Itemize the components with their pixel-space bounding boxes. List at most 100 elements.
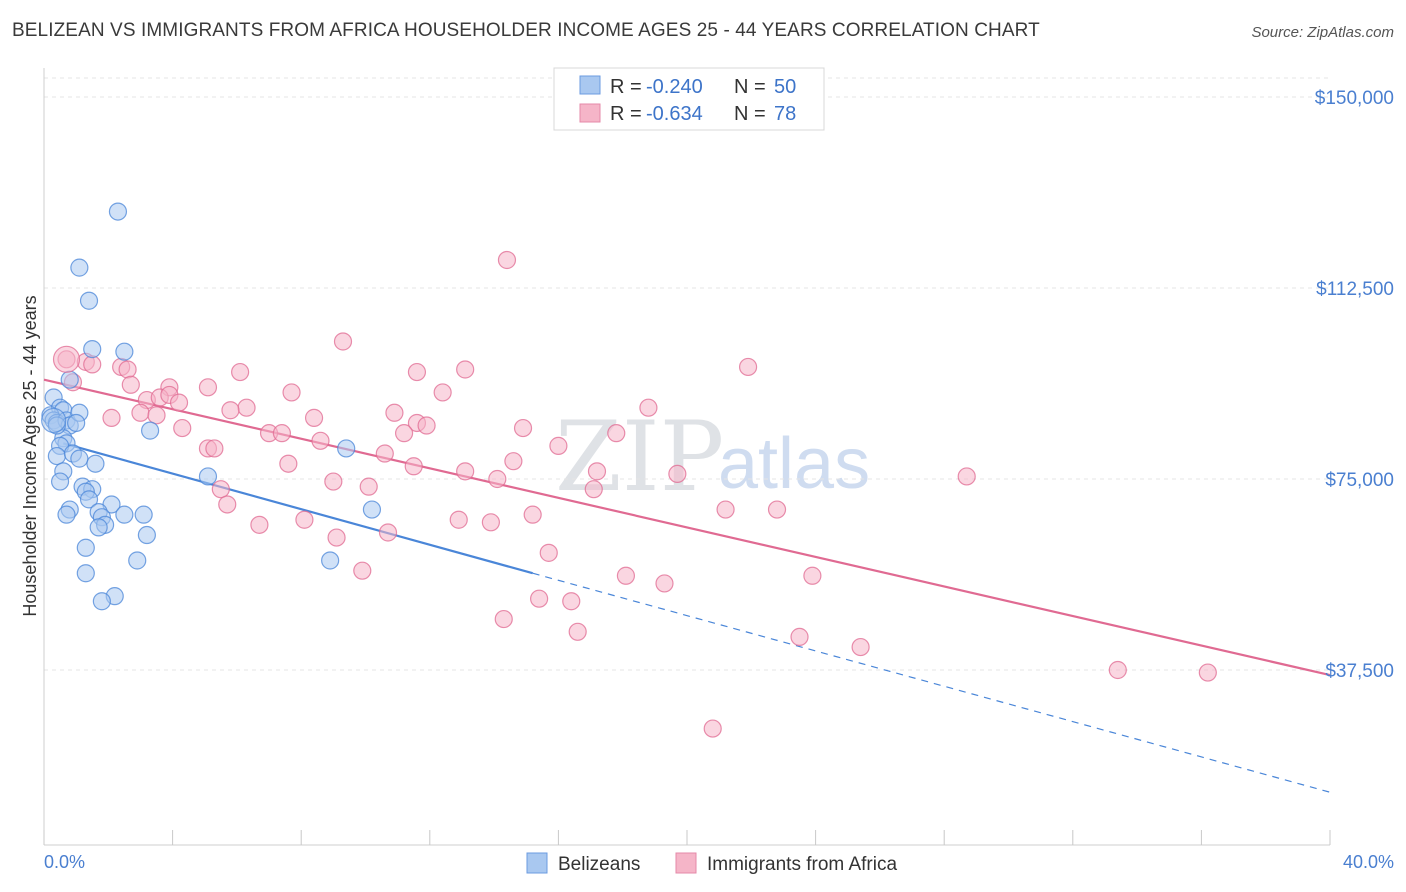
- belizeans-point-0: [108, 202, 128, 221]
- africa-point-24: [102, 408, 121, 427]
- belizeans-point-39: [362, 500, 382, 519]
- source-credit: Source: ZipAtlas.com: [1251, 24, 1394, 41]
- belizeans-point-42: [137, 525, 156, 545]
- africa-cluster-point: [52, 345, 81, 373]
- belizeans-point-16: [140, 421, 160, 440]
- africa-point-31: [173, 418, 192, 438]
- belizeans-point-31: [79, 490, 99, 509]
- africa-point-59: [481, 513, 500, 532]
- africa-point-61: [250, 515, 269, 534]
- africa-point-64: [539, 543, 558, 562]
- belizeans-point-45: [321, 551, 340, 570]
- africa-point-75: [1108, 660, 1127, 680]
- trend-line-belizeans: [62, 442, 533, 575]
- africa-point-58: [449, 510, 468, 529]
- belizeans-cluster-point: [41, 407, 67, 434]
- belizeans-point-43: [76, 538, 95, 557]
- correlation-legend: R = -0.240 N = 50 R = -0.634 N = 78: [553, 67, 825, 131]
- belizeans-point-44: [128, 551, 147, 570]
- africa-point-7: [231, 362, 250, 382]
- africa-point-53: [584, 480, 603, 499]
- belizeans-point-3: [83, 340, 102, 359]
- africa-point-27: [304, 408, 324, 427]
- legend-n-value-2: 78: [774, 103, 796, 125]
- africa-point-45: [488, 469, 507, 489]
- africa-point-48: [668, 464, 687, 484]
- belizeans-point-1: [70, 258, 89, 277]
- africa-point-4: [83, 355, 102, 374]
- africa-point-67: [803, 566, 822, 585]
- africa-point-25: [131, 403, 150, 422]
- legend-n-value-1: 50: [774, 76, 796, 98]
- africa-point-41: [549, 436, 568, 455]
- africa-point-15: [282, 383, 301, 402]
- trend-line-africa: [43, 378, 1331, 677]
- africa-point-42: [279, 454, 298, 473]
- belizeans-point-48: [92, 592, 111, 611]
- bottom-legend-belizeans: Belizeans: [558, 854, 640, 875]
- africa-point-22: [221, 401, 240, 420]
- africa-point-77: [703, 719, 722, 738]
- belizeans-point-2: [79, 291, 99, 310]
- africa-point-71: [494, 609, 513, 629]
- africa-point-62: [327, 528, 346, 547]
- africa-point-46: [504, 452, 523, 471]
- africa-point-74: [851, 637, 870, 657]
- legend-r-value-2: -0.634: [646, 103, 703, 125]
- africa-point-36: [607, 424, 626, 443]
- africa-point-56: [767, 500, 787, 519]
- belizeans-point-38: [134, 505, 153, 524]
- watermark-zip: ZIP: [555, 401, 724, 513]
- africa-point-40: [375, 444, 394, 463]
- africa-point-43: [404, 457, 423, 476]
- africa-point-23: [639, 398, 658, 417]
- africa-point-73: [790, 627, 809, 646]
- africa-point-20: [169, 393, 189, 412]
- africa-point-35: [513, 418, 533, 438]
- series-legend: Belizeans Immigrants from Africa: [526, 852, 897, 875]
- africa-point-60: [523, 505, 542, 524]
- africa-point-1: [333, 332, 353, 351]
- africa-point-68: [655, 574, 674, 593]
- africa-point-72: [568, 622, 587, 641]
- belizeans-point-21: [47, 446, 66, 466]
- belizeans-point-26: [198, 467, 218, 486]
- africa-point-49: [957, 467, 976, 486]
- legend-swatch-belizeans: [579, 75, 601, 95]
- africa-point-55: [716, 500, 735, 519]
- watermark-atlas: atlas: [718, 424, 870, 504]
- africa-point-33: [272, 424, 292, 443]
- africa-point-21: [237, 398, 256, 417]
- africa-point-52: [211, 480, 230, 499]
- x-ticks: [43, 830, 1331, 845]
- y-tick-labels: $37,500 $75,000 $112,500 $150,000: [1315, 88, 1394, 682]
- belizeans-point-5: [60, 370, 79, 389]
- belizeans-point-25: [86, 454, 105, 473]
- belizeans-point-34: [57, 505, 76, 524]
- y-tick-label-2: $112,500: [1316, 279, 1394, 300]
- bottom-legend-swatch-belizeans: [526, 852, 548, 874]
- y-tick-label-3: $150,000: [1315, 88, 1394, 109]
- x-tick-label-min: 0.0%: [44, 852, 85, 872]
- africa-point-39: [205, 439, 224, 458]
- legend-swatch-africa: [579, 103, 601, 123]
- africa-point-63: [378, 523, 398, 542]
- africa-point-16: [433, 383, 452, 402]
- africa-point-69: [530, 589, 549, 608]
- africa-point-12: [121, 375, 140, 394]
- africa-point-44: [456, 462, 475, 481]
- africa-point-14: [198, 378, 218, 397]
- belizeans-point-15: [67, 413, 86, 433]
- bottom-legend-swatch-africa: [675, 852, 697, 874]
- belizeans-point-20: [337, 439, 356, 458]
- africa-point-9: [456, 360, 475, 379]
- africa-point-76: [1198, 663, 1217, 682]
- africa-point-26: [147, 406, 166, 425]
- africa-point-54: [218, 495, 237, 514]
- africa-point-10: [738, 357, 758, 377]
- africa-point-66: [616, 566, 636, 585]
- belizeans-point-4: [115, 342, 134, 361]
- africa-point-57: [295, 510, 314, 529]
- belizeans-point-27: [50, 472, 70, 491]
